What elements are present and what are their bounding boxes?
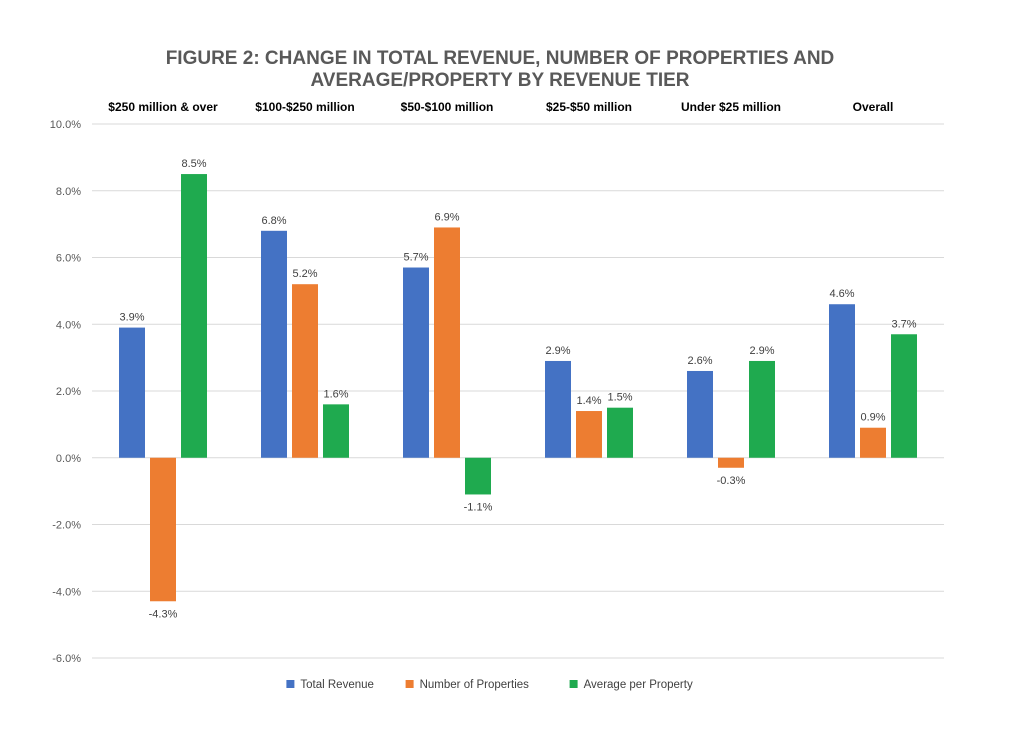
bar-total-revenue bbox=[545, 360, 571, 458]
legend: Total Revenue Number of Properties Average… bbox=[286, 679, 693, 691]
bar-average-per-property bbox=[749, 360, 775, 458]
bar-number-of-properties bbox=[150, 457, 176, 602]
data-label: 1.6% bbox=[323, 388, 348, 400]
bar-average-per-property bbox=[181, 174, 207, 458]
y-tick-label: -6.0% bbox=[52, 653, 81, 665]
legend-label-number-of-properties: Number of Properties bbox=[420, 679, 530, 691]
y-tick-label: 2.0% bbox=[56, 386, 81, 398]
bar-total-revenue bbox=[687, 370, 713, 458]
y-tick-label: 6.0% bbox=[56, 253, 81, 265]
bars bbox=[119, 174, 917, 602]
bar-number-of-properties bbox=[292, 284, 318, 458]
legend-swatch-number-of-properties bbox=[405, 680, 414, 688]
data-label: 4.6% bbox=[829, 288, 854, 300]
gridlines bbox=[92, 123, 944, 659]
data-label: -1.1% bbox=[464, 501, 493, 513]
bar-total-revenue bbox=[119, 327, 145, 458]
bar-number-of-properties bbox=[718, 457, 744, 468]
legend-label-total-revenue: Total Revenue bbox=[300, 679, 374, 691]
data-label: 1.5% bbox=[607, 392, 632, 404]
data-label: -4.3% bbox=[149, 608, 178, 620]
bar-average-per-property bbox=[607, 407, 633, 458]
bar-number-of-properties bbox=[576, 411, 602, 458]
data-label: 6.8% bbox=[261, 215, 286, 227]
data-label: 3.9% bbox=[119, 312, 144, 324]
bar-total-revenue bbox=[261, 230, 287, 458]
category-label-overall: Overall bbox=[853, 100, 894, 114]
bar-number-of-properties bbox=[860, 427, 886, 458]
y-tick-label: -4.0% bbox=[52, 586, 81, 598]
y-tick-label: 10.0% bbox=[50, 119, 81, 131]
data-label: 2.9% bbox=[749, 345, 774, 357]
bar-average-per-property bbox=[891, 334, 917, 458]
data-labels: 3.9% -4.3% 8.5% 6.8% 5.2% 1.6% 5.7% 6.9% -1.1% 2.… bbox=[119, 158, 916, 620]
data-label: 8.5% bbox=[181, 158, 206, 170]
category-label-25-50-million: $25-$50 million bbox=[546, 100, 632, 114]
bar-total-revenue bbox=[403, 267, 429, 458]
y-tick-label: 0.0% bbox=[56, 453, 81, 465]
bar-average-per-property bbox=[323, 404, 349, 458]
data-label: 6.9% bbox=[434, 211, 459, 223]
category-label-under-25-million: Under $25 million bbox=[681, 100, 781, 114]
data-label: -0.3% bbox=[717, 475, 746, 487]
legend-swatch-total-revenue bbox=[286, 680, 295, 688]
data-label: 5.2% bbox=[292, 268, 317, 280]
data-label: 2.6% bbox=[687, 355, 712, 367]
data-label: 3.7% bbox=[891, 318, 916, 330]
chart-title-line-2: AVERAGE/PROPERTY BY REVENUE TIER bbox=[310, 70, 689, 91]
legend-swatch-average-per-property bbox=[569, 680, 578, 688]
category-label-100-250-million: $100-$250 million bbox=[255, 100, 354, 114]
data-label: 0.9% bbox=[860, 412, 885, 424]
y-axis-ticks: -6.0% -4.0% -2.0% 0.0% 2.0% 4.0% 6.0% 8.0% 10.0% bbox=[50, 119, 81, 665]
y-tick-label: -2.0% bbox=[52, 520, 81, 532]
chart-title-line-1: FIGURE 2: CHANGE IN TOTAL REVENUE, NUMBE… bbox=[166, 48, 835, 69]
data-label: 5.7% bbox=[403, 252, 428, 264]
y-tick-label: 8.0% bbox=[56, 186, 81, 198]
bar-average-per-property bbox=[465, 457, 491, 495]
y-tick-label: 4.0% bbox=[56, 319, 81, 331]
category-label-50-100-million: $50-$100 million bbox=[401, 100, 494, 114]
bar-number-of-properties bbox=[434, 227, 460, 458]
legend-label-average-per-property: Average per Property bbox=[584, 679, 693, 691]
data-label: 2.9% bbox=[545, 345, 570, 357]
category-label-250-million-over: $250 million & over bbox=[108, 100, 218, 114]
bar-total-revenue bbox=[829, 304, 855, 458]
data-label: 1.4% bbox=[576, 395, 601, 407]
category-labels: $250 million & over $100-$250 million $50-… bbox=[108, 100, 893, 114]
